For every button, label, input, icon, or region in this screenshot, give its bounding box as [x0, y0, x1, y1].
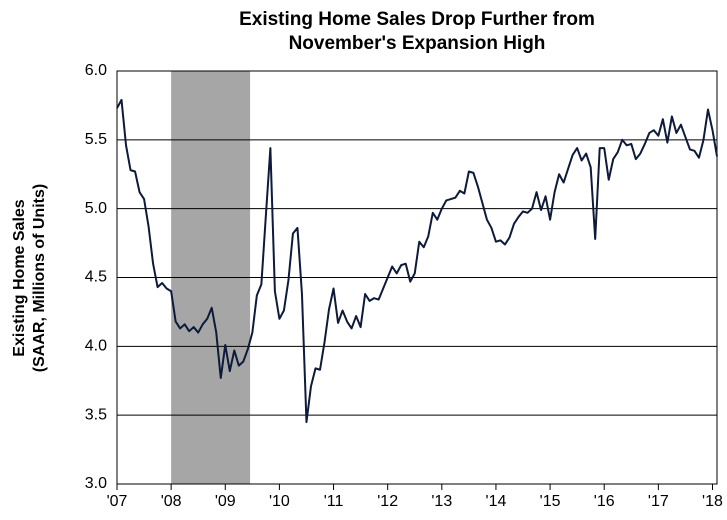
x-tick-label: '16 — [594, 493, 615, 510]
y-tick-label: 5.0 — [85, 200, 107, 217]
x-tick-label: '10 — [269, 493, 290, 510]
x-tick-label: '09 — [215, 493, 236, 510]
y-axis-label-line: (SAAR, Millions of Units) — [31, 184, 48, 372]
y-axis-label: Existing Home Sales (SAAR, Millions of U… — [11, 184, 48, 372]
x-tick-label: '11 — [324, 493, 344, 510]
y-tick-label: 3.5 — [85, 406, 107, 423]
y-tick-label: 6.0 — [85, 62, 107, 79]
x-tick-label: '15 — [540, 493, 561, 510]
x-tick-label: '18 — [702, 493, 723, 510]
y-tick-label: 4.5 — [85, 269, 107, 286]
x-tick-label: '13 — [431, 493, 452, 510]
x-tick-label: '08 — [161, 493, 182, 510]
y-tick-label: 5.5 — [85, 131, 107, 148]
x-tick-label: '12 — [377, 493, 398, 510]
x-tick-label: '14 — [486, 493, 507, 510]
data-line — [116, 98, 718, 424]
chart-title: November's Expansion High — [289, 33, 546, 54]
y-tick-label: 4.0 — [85, 338, 107, 355]
chart-title: Existing Home Sales Drop Further from — [239, 9, 595, 30]
x-tick-label: '07 — [107, 493, 128, 510]
y-tick-label: 3.0 — [85, 475, 107, 492]
plot-border — [116, 70, 718, 485]
y-axis-label-line: Existing Home Sales — [11, 199, 28, 356]
x-tick-label: '17 — [648, 493, 669, 510]
